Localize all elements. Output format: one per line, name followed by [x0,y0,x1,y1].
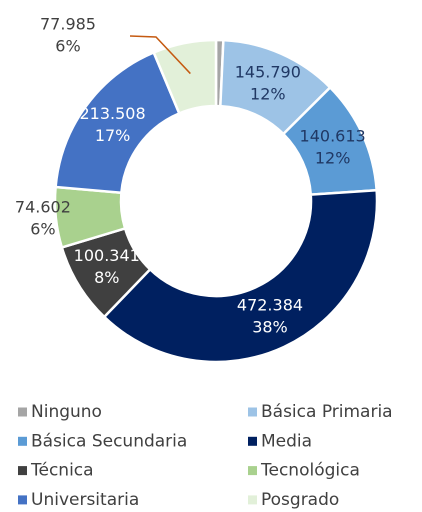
legend-label: Tecnológica [260,461,360,481]
data-label-percent: 12% [315,149,351,168]
legend-swatch [18,495,27,505]
legend-swatch [248,495,257,505]
data-label-percent: 38% [252,318,288,337]
legend-swatch [248,436,257,446]
legend-swatch [248,407,257,417]
data-label: 145.790 [235,62,301,81]
data-label-percent: 17% [95,126,131,145]
leader-line [129,35,191,75]
data-label-percent: 6% [55,37,80,56]
legend-swatch [18,436,27,446]
data-label: 140.613 [300,127,366,146]
data-label: 472.384 [237,296,303,315]
legend-label: Posgrado [261,490,339,510]
legend-label: Ninguno [31,402,102,422]
data-label: 213.508 [80,104,146,123]
data-label: 77.985 [40,15,96,34]
legend-label: Media [261,431,312,451]
legend-label: Universitaria [31,490,139,510]
data-label-percent: 8% [94,268,119,287]
donut-slice [152,38,218,116]
data-label-percent: 6% [30,219,55,238]
legend-label: Básica Primaria [261,402,393,422]
legend-label: Técnica [30,461,94,481]
legend-swatch [18,466,27,476]
legend-label: Básica Secundaria [31,431,187,451]
data-label: 100.341 [74,246,140,265]
data-label-percent: 12% [250,84,286,103]
donut-slice [102,188,379,364]
legend-swatch [248,466,257,476]
legend-swatch [18,407,27,417]
data-label: 74.602 [15,197,71,216]
